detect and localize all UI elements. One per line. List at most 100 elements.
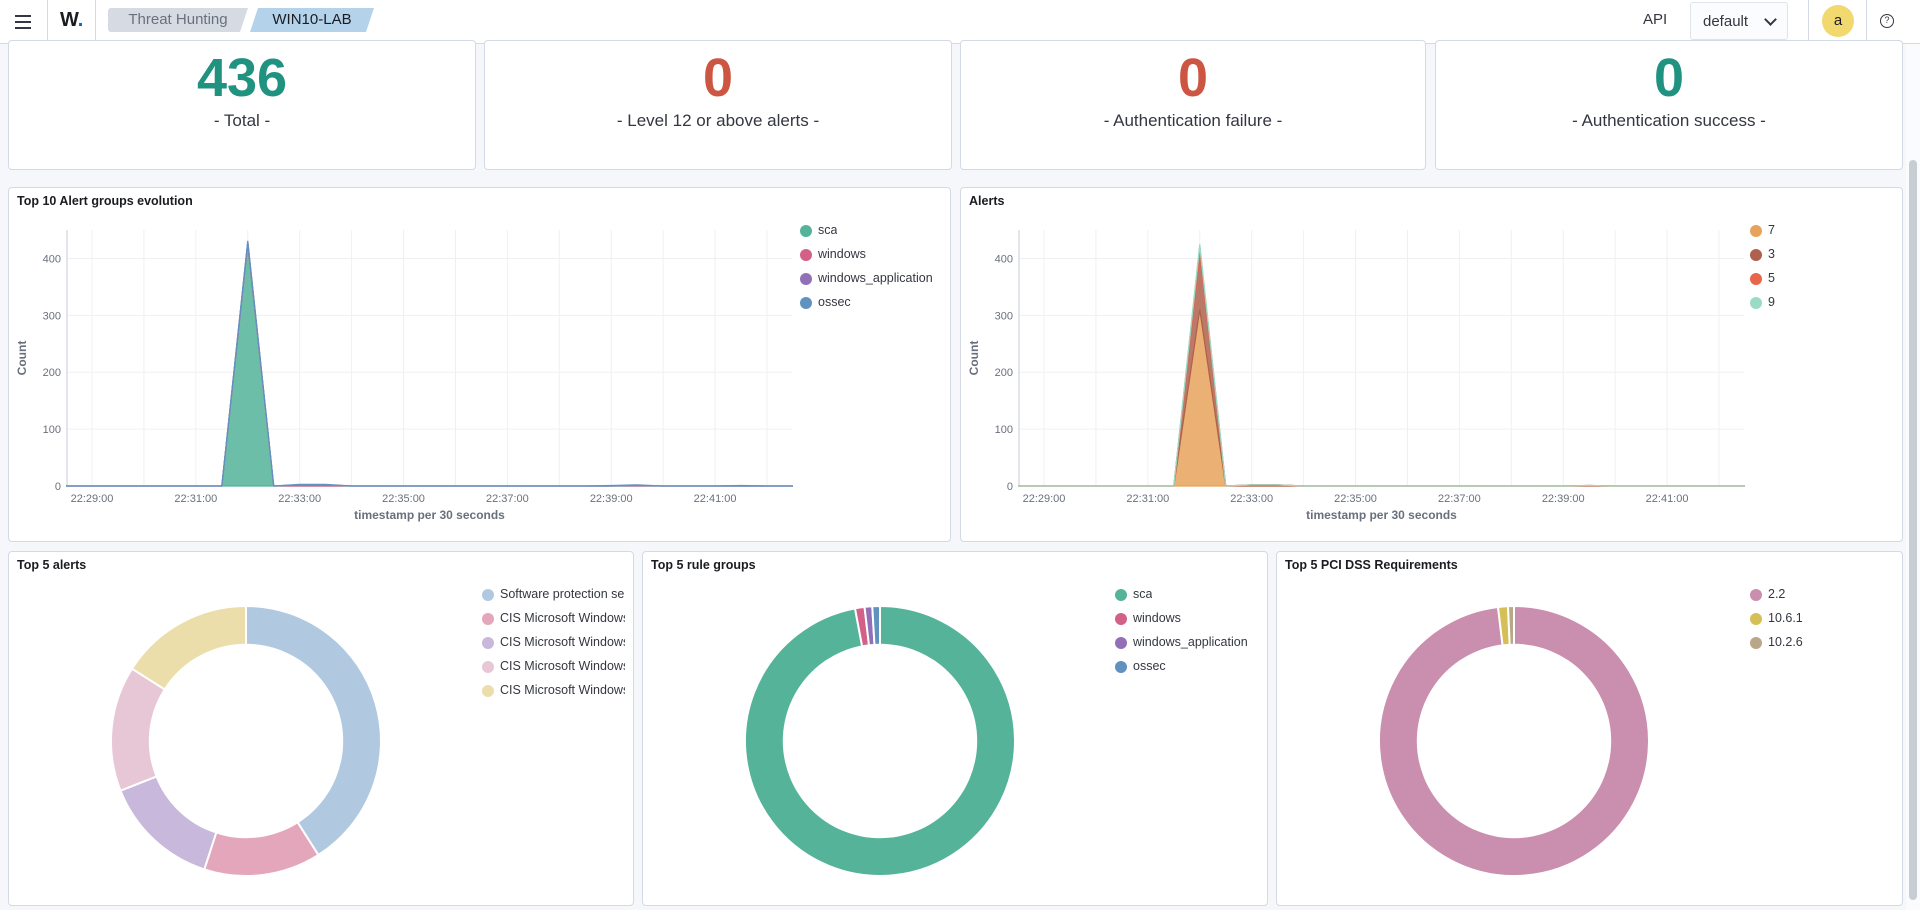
y-tick-label: 200 (43, 367, 61, 379)
alert-groups-evolution-chart[interactable]: 0 100 200 300 400 22:29:00 22:31:00 22:33:00 22:… (9, 188, 952, 543)
breadcrumb-threat-hunting[interactable]: Threat Hunting (108, 8, 248, 32)
divider (1808, 0, 1809, 44)
legend-item[interactable]: windows_application (800, 269, 933, 293)
x-tick-label: 22:29:00 (71, 493, 114, 505)
y-tick-label: 400 (43, 253, 61, 265)
x-tick-label: 22:31:00 (174, 493, 217, 505)
api-select-value: default (1703, 13, 1749, 30)
app-logo[interactable]: W. (60, 9, 84, 31)
legend-item[interactable]: windows_application (1115, 633, 1248, 657)
x-tick-label: 22:41:00 (694, 493, 737, 505)
legend-item[interactable]: CIS Microsoft Windows (482, 681, 625, 705)
legend-swatch (1750, 613, 1762, 625)
top5-rule-groups-donut[interactable] (643, 552, 1269, 907)
menu-icon[interactable] (10, 8, 38, 36)
panel-title: Top 10 Alert groups evolution (17, 194, 193, 208)
area-series-3 (1018, 252, 1745, 487)
x-axis-title: timestamp per 30 seconds (354, 508, 505, 522)
legend-swatch (482, 637, 494, 649)
x-tick-label: 22:39:00 (590, 493, 633, 505)
top-navigation-bar: W. Threat Hunting WIN10-LAB API default … (0, 0, 1920, 44)
avatar[interactable]: a (1822, 5, 1854, 37)
top5-rule-groups-panel: Top 5 rule groups sca windows windows_appl… (642, 551, 1268, 906)
y-axis-title: Count (15, 341, 29, 376)
legend-item[interactable]: windows (1115, 609, 1248, 633)
metric-value[interactable]: 0 (1653, 48, 1685, 108)
metric-label: - Authentication failure - (1103, 111, 1283, 130)
x-tick-label: 22:37:00 (1438, 493, 1481, 505)
metric-value[interactable]: 0 (1177, 48, 1209, 108)
legend-swatch (482, 685, 494, 697)
y-tick-label: 200 (995, 367, 1013, 379)
api-select[interactable]: default (1690, 2, 1788, 40)
legend-swatch (800, 273, 812, 285)
donut-hole (782, 643, 978, 839)
metric-value[interactable]: 0 (702, 48, 734, 108)
panel-title: Top 5 rule groups (651, 558, 756, 572)
panel-title: Top 5 PCI DSS Requirements (1285, 558, 1458, 572)
donut-hole (148, 643, 344, 839)
chart-legend: 2.2 10.6.1 10.2.6 (1750, 585, 1803, 657)
alerts-evolution-chart[interactable]: 0 100 200 300 400 22:29:00 22:31:00 22:33:00 22:… (961, 188, 1904, 543)
divider (47, 0, 48, 44)
legend-label: windows_application (1133, 635, 1248, 649)
area-series-windows (66, 242, 793, 487)
y-tick-label: 300 (995, 310, 1013, 322)
legend-label: 2.2 (1768, 587, 1786, 601)
top5-alerts-donut[interactable] (9, 552, 635, 907)
divider (95, 0, 96, 44)
legend-label: 9 (1768, 295, 1775, 309)
legend-swatch (1115, 637, 1127, 649)
legend-label: windows (1133, 611, 1181, 625)
legend-label: 10.2.6 (1768, 635, 1803, 649)
legend-swatch (1115, 613, 1127, 625)
x-tick-label: 22:41:00 (1646, 493, 1689, 505)
legend-swatch (1750, 589, 1762, 601)
legend-swatch (1750, 249, 1762, 261)
legend-item[interactable]: CIS Microsoft Windows (482, 609, 625, 633)
area-series-sca (66, 244, 793, 487)
legend-item[interactable]: 5 (1750, 269, 1775, 293)
y-tick-label: 0 (55, 481, 61, 493)
x-tick-label: 22:33:00 (278, 493, 321, 505)
legend-item[interactable]: CIS Microsoft Windows (482, 633, 625, 657)
x-tick-label: 22:33:00 (1230, 493, 1273, 505)
legend-item[interactable]: ossec (1115, 657, 1248, 681)
legend-item[interactable]: ossec (800, 293, 933, 317)
page-scrollbar-thumb[interactable] (1909, 160, 1917, 900)
top5-pci-dss-donut[interactable] (1277, 552, 1904, 907)
legend-item[interactable]: 2.2 (1750, 585, 1803, 609)
legend-label: CIS Microsoft Windows (500, 683, 625, 697)
legend-swatch (800, 297, 812, 309)
x-tick-label: 22:31:00 (1126, 493, 1169, 505)
metric-value[interactable]: 436 (196, 48, 288, 108)
help-icon[interactable]: ? (1880, 14, 1894, 28)
donut-hole (1416, 643, 1612, 839)
y-tick-label: 0 (1007, 481, 1013, 493)
legend-item[interactable]: sca (800, 221, 933, 245)
chevron-down-icon (1764, 13, 1777, 26)
chart-legend: Software protection service scheduled su… (482, 585, 625, 705)
legend-item[interactable]: sca (1115, 585, 1248, 609)
legend-item[interactable]: Software protection service scheduled su… (482, 585, 625, 609)
legend-item[interactable]: 10.6.1 (1750, 609, 1803, 633)
divider (1866, 0, 1867, 44)
area-series-7 (1018, 309, 1745, 487)
legend-item[interactable]: 7 (1750, 221, 1775, 245)
legend-item[interactable]: CIS Microsoft Windows (482, 657, 625, 681)
metric-panel-level12: 0 - Level 12 or above alerts - (484, 40, 952, 170)
area-series-5 (1018, 245, 1745, 487)
legend-item[interactable]: windows (800, 245, 933, 269)
legend-item[interactable]: 3 (1750, 245, 1775, 269)
legend-item[interactable]: 10.2.6 (1750, 633, 1803, 657)
legend-item[interactable]: 9 (1750, 293, 1775, 317)
y-axis-title: Count (967, 341, 981, 376)
legend-label: 5 (1768, 271, 1775, 285)
legend-label: CIS Microsoft Windows (500, 635, 625, 649)
breadcrumb-agent[interactable]: WIN10-LAB (250, 8, 374, 32)
legend-swatch (1750, 297, 1762, 309)
metric-panel-auth-failure: 0 - Authentication failure - (960, 40, 1426, 170)
legend-label: ossec (818, 295, 851, 309)
metric-label: - Total - (213, 111, 271, 130)
